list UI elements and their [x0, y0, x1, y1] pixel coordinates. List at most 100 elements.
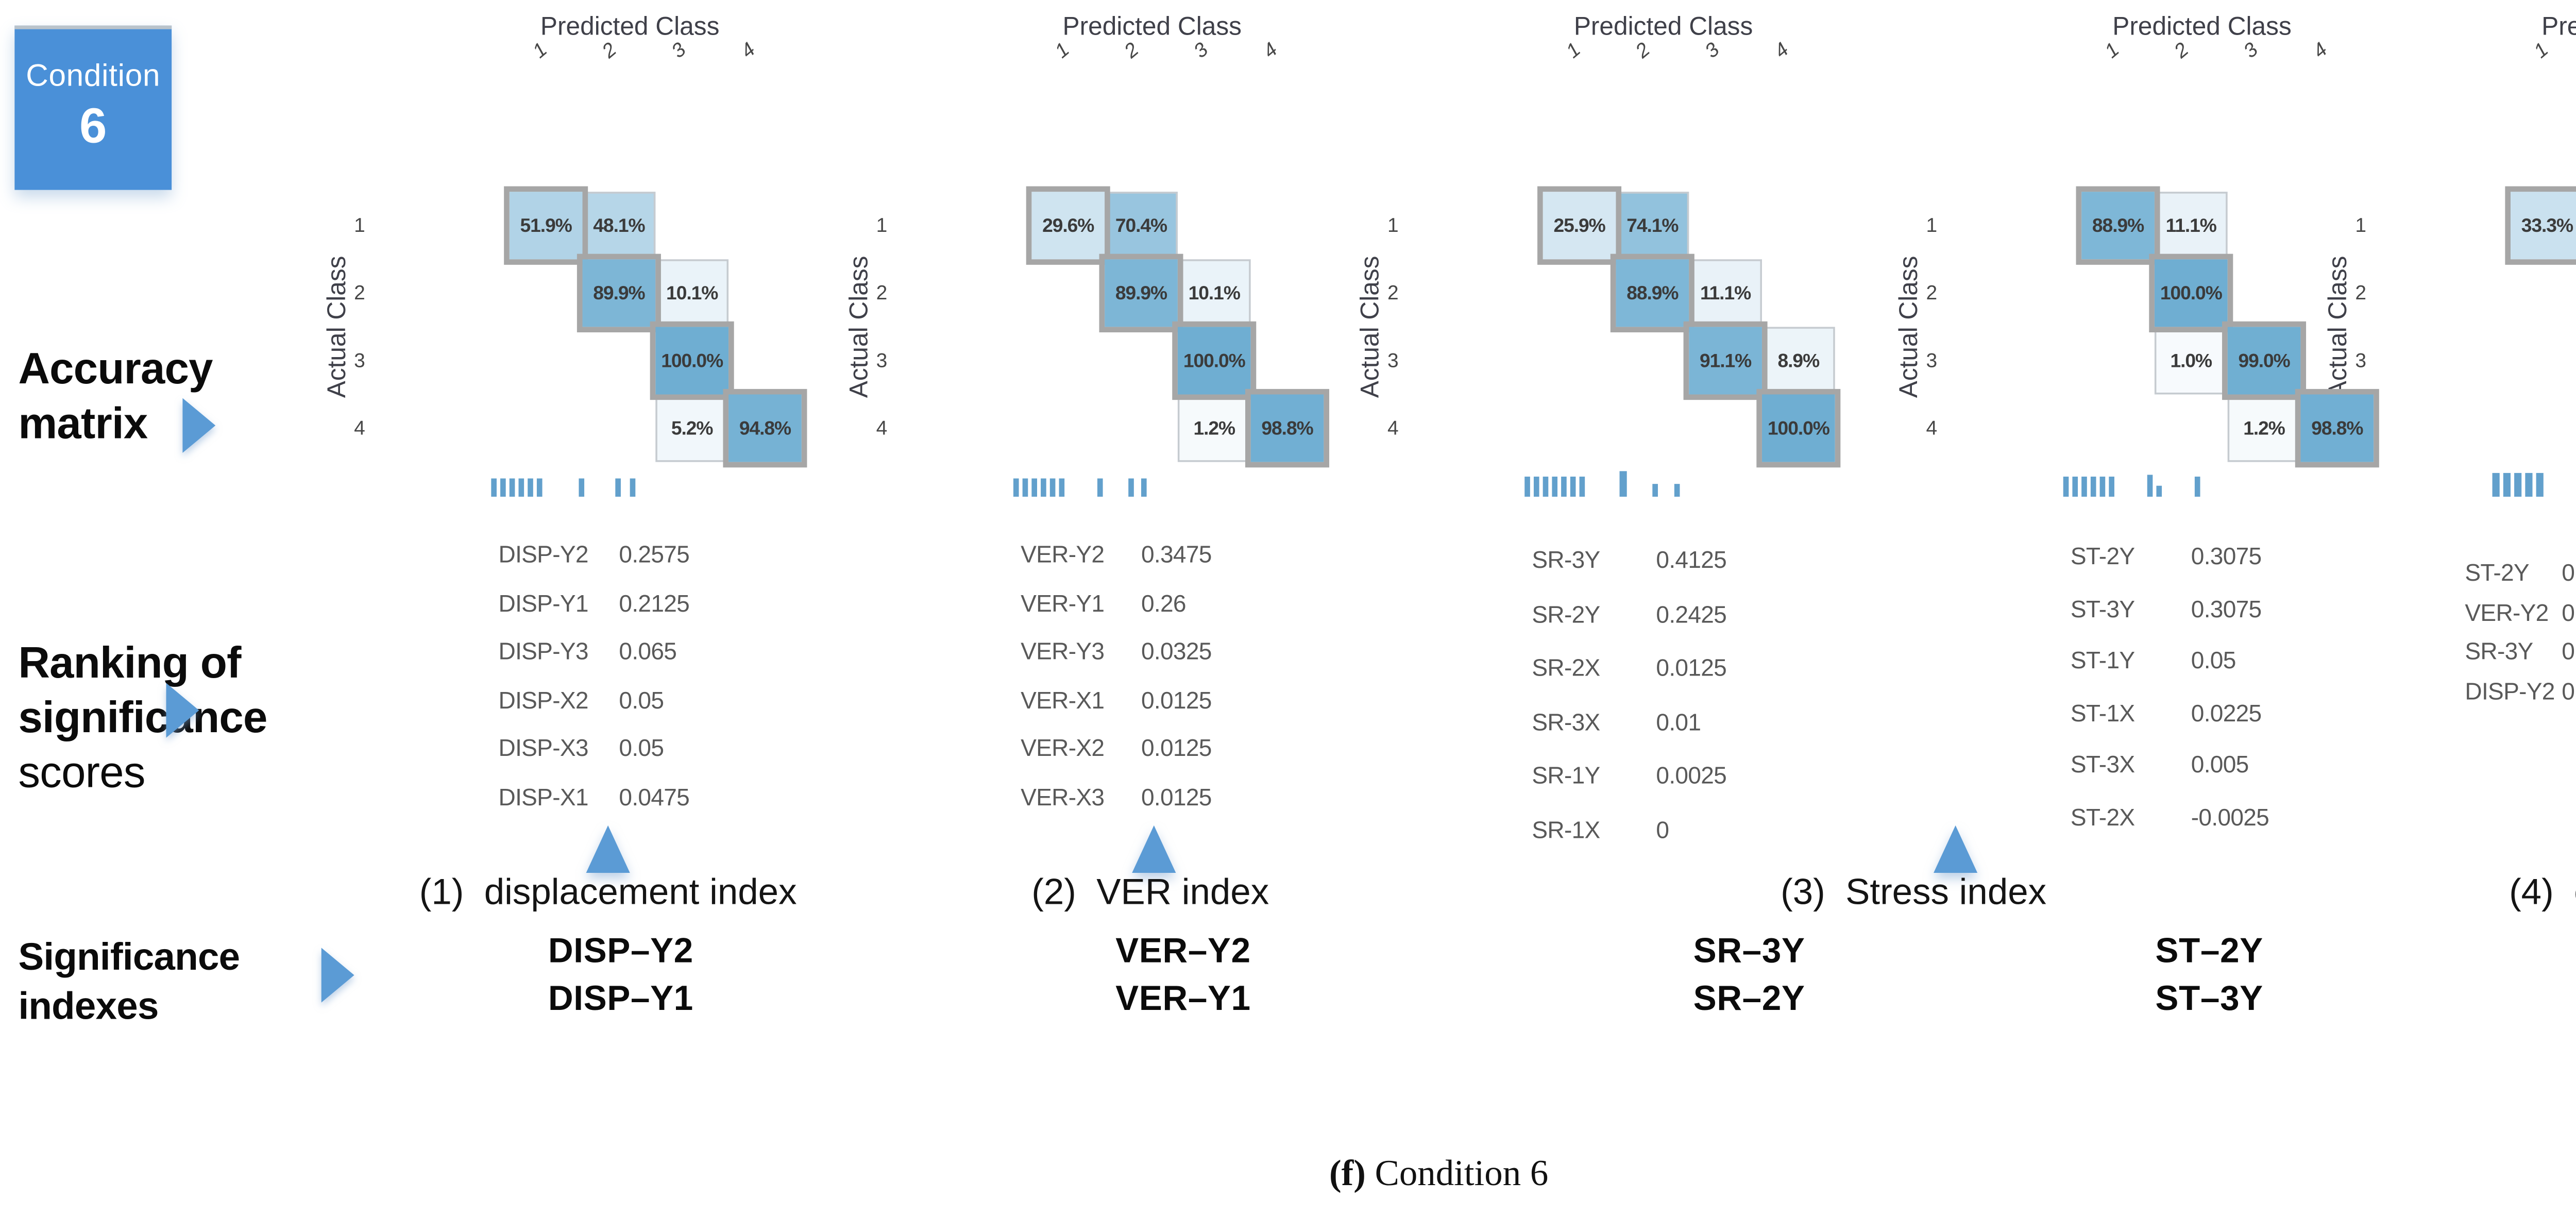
score-rug-tick	[2194, 476, 2200, 497]
panel-index-label: (2) VER index	[1031, 873, 1269, 913]
class-row-label: 3	[2355, 349, 2367, 372]
label-ranking-line1: Ranking of	[18, 639, 241, 689]
score-rug-tick	[1041, 478, 1046, 497]
index-pointer-icon	[1934, 825, 1978, 873]
matrix-cell-diagonal: 100.0%	[650, 321, 734, 400]
class-col-label: 4	[1259, 39, 1282, 63]
panel-index-label: (3) Stress index	[1781, 873, 2047, 913]
actual-class-title: Actual Class	[843, 256, 873, 398]
score-rug-tick	[1059, 478, 1065, 497]
matrix-cell-value: 88.9%	[2092, 214, 2144, 237]
feature-score: 0.0325	[1141, 637, 1212, 665]
score-rug-tick	[2109, 476, 2114, 497]
predicted-class-title: Predicted Class	[1062, 11, 1242, 40]
class-col-label: 2	[1121, 39, 1144, 63]
score-rug-tick	[1022, 478, 1028, 497]
score-rug-tick	[2072, 476, 2078, 497]
feature-name: SR-3X	[1532, 707, 1600, 735]
feature-score: 0.3075	[2191, 594, 2262, 622]
matrix-cell-diagonal: 29.6%	[1026, 186, 1110, 265]
score-rug-tick	[2156, 485, 2162, 497]
feature-name: SR-1X	[1532, 815, 1600, 843]
feature-name: DISP-Y1	[498, 588, 589, 617]
feature-score: 0.2125	[619, 588, 690, 617]
feature-score: 0.1075	[2562, 637, 2576, 665]
matrix-cell-value: 11.1%	[2165, 214, 2217, 237]
class-col-label: 2	[598, 39, 621, 63]
score-rug-tick	[1049, 478, 1056, 497]
class-row-label: 4	[876, 417, 888, 440]
feature-name: VER-Y2	[2465, 598, 2549, 626]
label-significance-indexes: Significance indexes	[18, 933, 240, 1032]
matrix-cell-value: 100.0%	[2160, 282, 2223, 305]
class-col-label: 4	[2309, 39, 2332, 63]
feature-name: SR-2Y	[1532, 600, 1600, 628]
matrix-cell-diagonal: 91.1%	[1683, 321, 1768, 400]
matrix-cell-value: 98.8%	[1261, 417, 1313, 440]
feature-name: ST-1Y	[2070, 646, 2135, 674]
score-rug-tick	[1533, 476, 1539, 497]
feature-name: SR-3Y	[2465, 637, 2533, 665]
label-ranking-line2: significance	[18, 694, 267, 744]
condition-badge-label: Condition	[26, 58, 161, 93]
feature-score: 0.0225	[2191, 698, 2262, 726]
label-ranking-line3: scores	[18, 749, 145, 798]
matrix-cell-diagonal: 51.9%	[504, 186, 588, 265]
matrix-cell-diagonal: 89.9%	[1099, 254, 1183, 333]
score-rug-tick	[2503, 472, 2511, 497]
matrix-cell-value: 100.0%	[1767, 417, 1830, 440]
feature-score: 0.0125	[1141, 782, 1212, 810]
feature-score: 0.26	[2562, 559, 2576, 586]
matrix-cell-value: 1.2%	[1193, 417, 1235, 440]
label-accuracy-line1: Accuracy	[18, 345, 213, 395]
score-rug-tick	[579, 478, 585, 497]
feature-name: VER-X3	[1021, 782, 1105, 810]
class-col-label: 3	[668, 39, 691, 63]
matrix-cell-value: 94.8%	[739, 417, 791, 440]
feature-name: DISP-X2	[498, 685, 589, 713]
condition-badge: Condition 6	[14, 25, 172, 190]
feature-name: ST-2X	[2070, 802, 2135, 830]
class-col-label: 3	[2240, 39, 2263, 63]
score-rug-tick	[536, 478, 543, 497]
feature-score: 0.065	[619, 637, 677, 665]
class-row-label: 1	[2355, 214, 2367, 237]
figure-caption: (f) Condition 6	[1329, 1154, 1548, 1196]
feature-name: VER-Y3	[1021, 637, 1105, 665]
accuracy-row-pointer-icon	[182, 398, 216, 453]
panel-index-label: (1) displacement index	[419, 873, 797, 913]
score-rug-tick	[2081, 476, 2087, 497]
matrix-cell-value: 74.1%	[1626, 214, 1679, 237]
score-rug-tick	[491, 478, 497, 497]
score-rug-tick	[1013, 478, 1019, 497]
class-row-label: 2	[1926, 282, 1938, 305]
score-rug-tick	[528, 478, 533, 497]
matrix-cell-value: 99.0%	[2238, 349, 2290, 372]
score-rug-tick	[2514, 472, 2522, 497]
significance-index-pair: ST–3Y	[2155, 981, 2263, 1019]
class-row-label: 4	[1926, 417, 1938, 440]
feature-score: 0.4125	[1656, 546, 1727, 573]
feature-name: ST-3X	[2070, 750, 2135, 778]
matrix-cell-value: 1.0%	[2170, 349, 2212, 372]
class-col-label: 2	[1632, 39, 1655, 63]
feature-name: ST-2Y	[2070, 542, 2135, 570]
caption-tag: (f)	[1329, 1154, 1366, 1194]
feature-score: 0.055	[2562, 677, 2576, 704]
class-col-label: 1	[529, 39, 552, 63]
matrix-cell-value: 33.3%	[2521, 214, 2573, 237]
condition-badge-number: 6	[79, 98, 107, 154]
matrix-cell-value: 10.1%	[1188, 282, 1241, 305]
class-row-label: 3	[1926, 349, 1938, 372]
matrix-cell: 70.4%	[1105, 192, 1178, 260]
matrix-cell-diagonal: 100.0%	[1756, 389, 1841, 468]
score-rug-tick	[1524, 476, 1530, 497]
matrix-cell-diagonal: 100.0%	[2149, 254, 2233, 333]
predicted-class-title: Predicted Class	[1573, 11, 1753, 40]
score-rug-tick	[1128, 478, 1134, 497]
class-row-label: 1	[354, 214, 365, 237]
score-rug-tick	[630, 478, 636, 497]
class-row-label: 2	[1387, 282, 1399, 305]
class-col-label: 1	[2101, 39, 2124, 63]
score-rug-tick	[1652, 484, 1658, 497]
